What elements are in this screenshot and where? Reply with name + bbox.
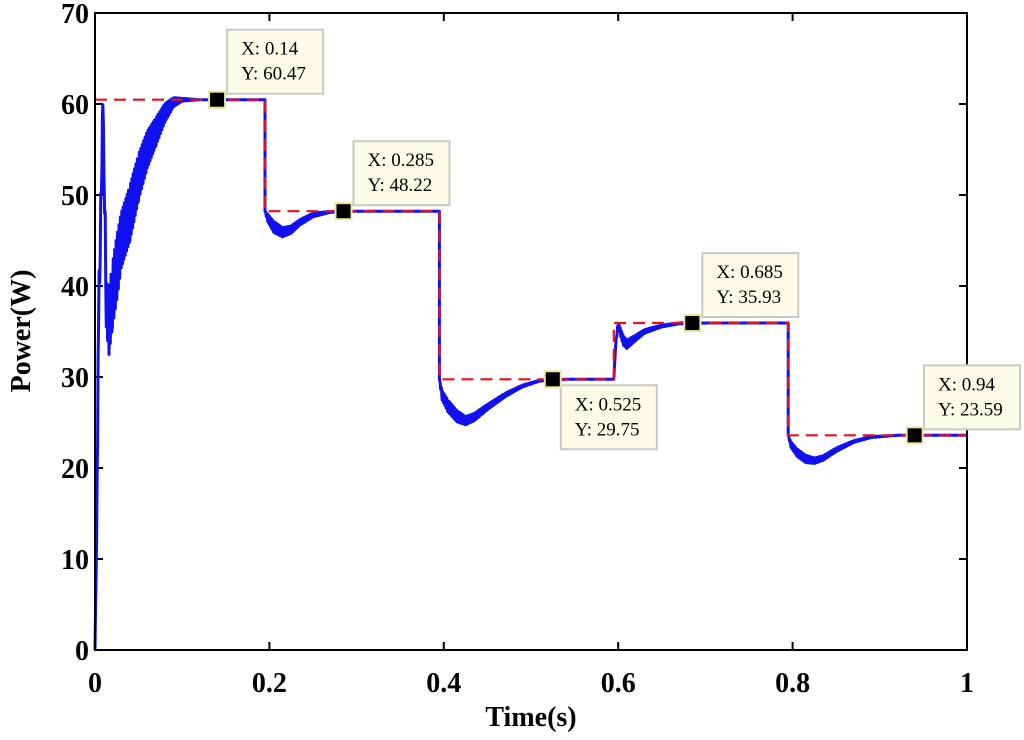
reference-power-line <box>95 98 967 437</box>
datatip-x-text: X: 0.685 <box>716 262 783 283</box>
datatip-marker[interactable] <box>334 202 353 221</box>
datatip-x-text: X: 0.285 <box>368 150 435 171</box>
datatip-x-text: X: 0.14 <box>241 39 299 60</box>
datatip-box <box>701 252 800 319</box>
x-tick-label: 0.8 <box>775 668 810 699</box>
y-tick-label: 30 <box>61 363 89 394</box>
datatip[interactable]: X: 0.285 Y: 48.22 <box>334 140 451 221</box>
datatip-y-text: Y: 23.59 <box>938 399 1003 420</box>
y-tick-label: 10 <box>61 545 89 576</box>
datatip-marker[interactable] <box>905 426 924 445</box>
datatip[interactable]: X: 0.94 Y: 23.59 <box>905 364 1021 445</box>
y-tick-label: 60 <box>61 90 89 121</box>
x-tick-label: 0.4 <box>426 668 461 699</box>
datatip-y-text: Y: 48.22 <box>368 175 433 196</box>
y-tick-label: 50 <box>61 181 89 212</box>
x-tick-label: 0.6 <box>601 668 636 699</box>
y-tick-label: 70 <box>61 0 89 30</box>
datatip-y-text: Y: 29.75 <box>575 419 640 440</box>
datatip-layer: X: 0.14 Y: 60.47 X: 0.285 Y: 48.22 X: 0.525 Y… <box>208 28 1021 451</box>
datatip-x-text: X: 0.94 <box>938 374 996 395</box>
x-tick-label: 0 <box>88 668 102 699</box>
datatip-y-text: Y: 60.47 <box>241 64 306 85</box>
datatip-box <box>923 364 1021 431</box>
x-tick-label: 1 <box>960 668 974 699</box>
datatip-marker[interactable] <box>543 370 562 389</box>
x-tick-label: 0.2 <box>252 668 287 699</box>
y-tick-label: 40 <box>61 272 89 303</box>
datatip-marker[interactable] <box>208 90 227 109</box>
plot-frame <box>94 12 968 651</box>
x-axis-label: Time(s) <box>485 702 576 733</box>
datatip-box <box>559 384 658 451</box>
y-tick-label: 20 <box>61 454 89 485</box>
datatip-marker[interactable] <box>683 314 702 333</box>
y-tick-label: 0 <box>75 636 89 667</box>
datatip[interactable]: X: 0.685 Y: 35.93 <box>683 252 800 333</box>
datatip-box <box>226 28 325 95</box>
datatip-box <box>352 140 451 207</box>
datatip[interactable]: X: 0.525 Y: 29.75 <box>543 370 658 451</box>
y-axis-label: Power(W) <box>6 270 37 393</box>
plot-area <box>95 13 967 650</box>
datatip-y-text: Y: 35.93 <box>716 287 781 308</box>
datatip-x-text: X: 0.525 <box>575 394 642 415</box>
datatip[interactable]: X: 0.14 Y: 60.47 <box>208 28 325 109</box>
series-layer <box>93 96 968 651</box>
